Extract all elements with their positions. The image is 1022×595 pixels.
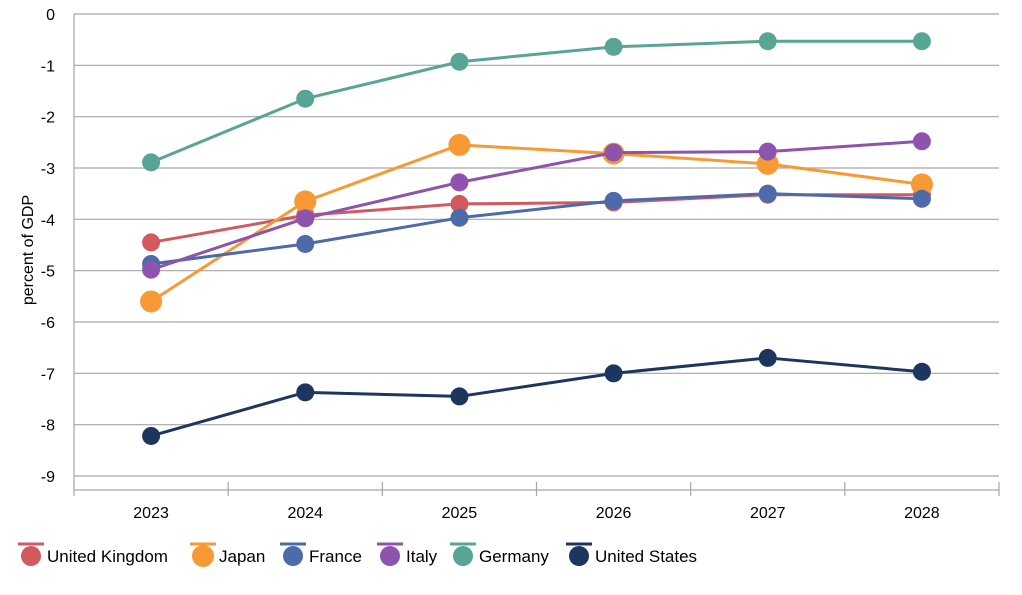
data-point — [910, 173, 933, 196]
series-line — [150, 143, 923, 303]
y-tick-label: -2 — [41, 110, 55, 127]
legend-label: Italy — [406, 547, 438, 566]
y-tick-label: -9 — [41, 469, 55, 486]
series-lines — [140, 32, 933, 445]
series-line — [150, 139, 923, 272]
x-tick-label: 2028 — [904, 505, 940, 522]
axes: 0 -1 -2 -3 -4 -5 -6 -7 -8 -9 2023 2024 2025 2026 2027 2… — [41, 7, 1000, 522]
data-point — [450, 52, 469, 71]
legend-label: Germany — [479, 547, 549, 566]
data-point — [758, 32, 777, 51]
legend-marker-swatch — [283, 546, 303, 566]
data-point — [450, 173, 469, 192]
y-tick-label: -5 — [41, 264, 55, 281]
data-point — [912, 362, 931, 381]
legend-marker-swatch — [453, 546, 473, 566]
y-tick-label: -3 — [41, 161, 55, 178]
data-point — [758, 348, 777, 367]
legend-item: United States — [566, 542, 697, 566]
data-point — [912, 32, 931, 51]
y-tick-label: -1 — [41, 58, 55, 75]
legend-item: Japan — [190, 542, 265, 567]
data-point — [296, 383, 315, 402]
y-tick-label: -8 — [41, 418, 55, 435]
gridlines — [74, 13, 999, 477]
data-point — [142, 233, 161, 252]
legend: United Kingdom Japan France Italy Germany Uni… — [18, 542, 697, 567]
series-line — [150, 193, 922, 244]
x-tick-label: 2027 — [750, 505, 786, 522]
legend-label: Japan — [219, 547, 265, 566]
series-line — [150, 39, 922, 164]
legend-label: United Kingdom — [47, 547, 168, 566]
legend-marker-swatch — [569, 546, 589, 566]
data-point — [296, 234, 315, 253]
data-point — [604, 143, 623, 162]
data-point — [142, 426, 161, 445]
data-point — [604, 364, 623, 383]
data-point — [758, 184, 777, 203]
legend-item: United Kingdom — [18, 542, 168, 566]
data-point — [142, 153, 161, 172]
data-point — [912, 132, 931, 151]
legend-marker-swatch — [192, 545, 214, 567]
series-line — [150, 356, 923, 438]
data-point — [450, 387, 469, 406]
series-france — [142, 184, 931, 273]
data-point — [142, 260, 161, 279]
x-tick-label: 2026 — [596, 505, 632, 522]
data-point — [604, 191, 623, 210]
y-tick-label: -6 — [41, 315, 55, 332]
data-point — [448, 133, 471, 156]
x-tick-label: 2024 — [287, 505, 323, 522]
y-tick-label: 0 — [46, 7, 55, 24]
series-line — [150, 192, 922, 266]
legend-item: Germany — [450, 542, 549, 566]
y-axis-title: percent of GDP — [20, 195, 37, 305]
series-united-states — [142, 348, 931, 445]
data-point — [296, 89, 315, 108]
x-tick-label: 2025 — [442, 505, 478, 522]
y-tick-label: -7 — [41, 366, 55, 383]
data-point — [294, 190, 317, 213]
data-point — [758, 142, 777, 161]
x-tick-label: 2023 — [133, 505, 169, 522]
legend-marker-swatch — [21, 546, 41, 566]
legend-label: France — [309, 547, 362, 566]
legend-item: France — [280, 542, 362, 566]
data-point — [450, 208, 469, 227]
series-italy — [142, 132, 931, 279]
data-point — [450, 194, 469, 213]
series-germany — [142, 32, 931, 172]
data-point — [912, 189, 931, 208]
data-point — [296, 209, 315, 228]
legend-item: Italy — [377, 542, 438, 566]
y-tick-label: -4 — [41, 212, 55, 229]
legend-label: United States — [595, 547, 697, 566]
data-point — [140, 290, 163, 313]
legend-marker-swatch — [380, 546, 400, 566]
data-point — [604, 37, 623, 56]
